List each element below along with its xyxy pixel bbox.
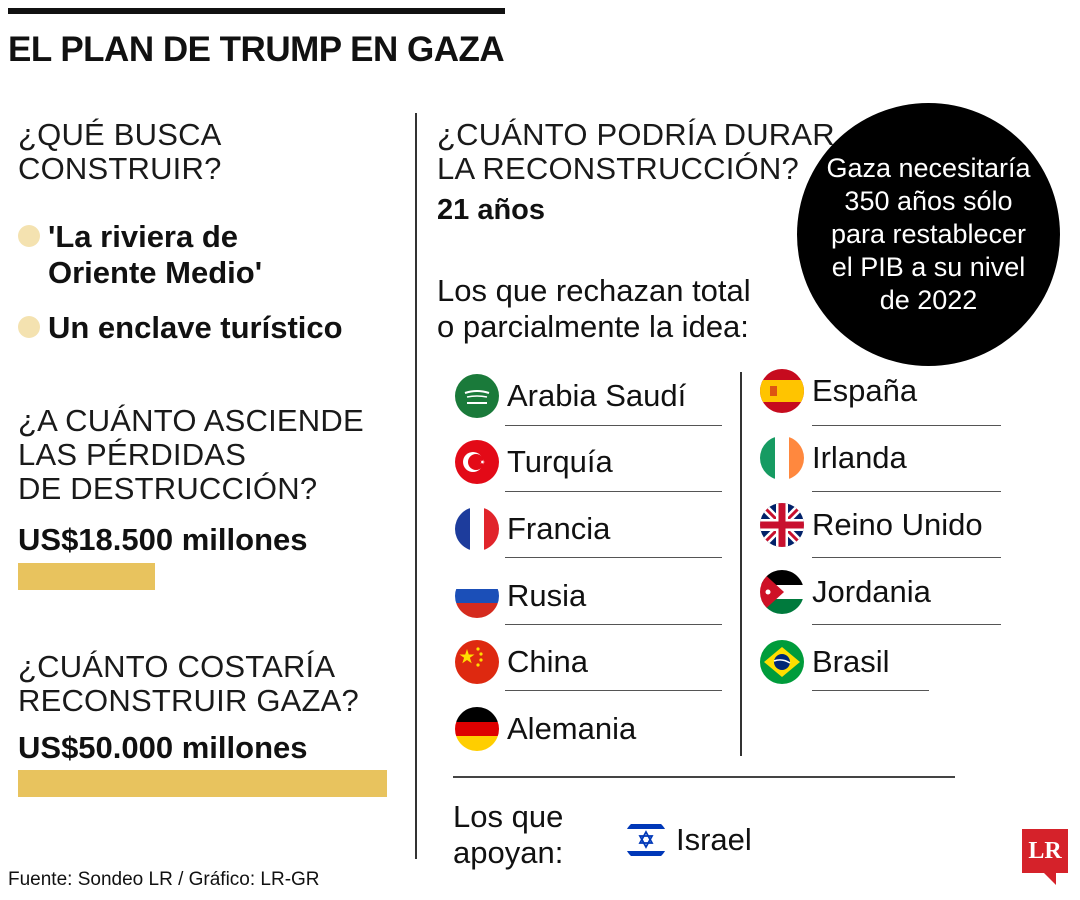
country-name: Israel: [676, 822, 752, 857]
reject-label: Los que rechazan total o parcialmente la…: [437, 273, 751, 344]
country-turkey: Turquía: [455, 440, 613, 484]
answer-cost: US$50.000 millones: [18, 730, 308, 765]
country-russia: Rusia: [455, 574, 586, 618]
flag-ireland-icon: [760, 436, 804, 480]
country-united-kingdom: Reino Unido: [760, 503, 983, 547]
page-title: EL PLAN DE TRUMP EN GAZA: [8, 30, 505, 69]
gdp-callout: Gaza necesitaría 350 años sólo para rest…: [797, 103, 1060, 366]
country-name: Irlanda: [812, 440, 907, 475]
country-name: Brasil: [812, 644, 890, 679]
country-name: España: [812, 373, 918, 408]
support-divider: [453, 776, 955, 778]
lr-logo-text: LR: [1028, 837, 1062, 864]
row-divider: [505, 690, 722, 691]
cost-bar: [18, 770, 387, 797]
flag-saudi-arabia-icon: [455, 374, 499, 418]
country-name: Rusia: [507, 578, 587, 613]
row-divider: [812, 557, 1001, 558]
row-divider: [812, 624, 1001, 625]
flag-germany-icon: [455, 707, 499, 751]
country-france: Francia: [455, 507, 610, 551]
row-divider: [812, 491, 1001, 492]
row-divider: [505, 491, 722, 492]
country-germany: Alemania: [455, 707, 636, 751]
top-rule: [8, 8, 505, 14]
flag-brazil-icon: [760, 640, 804, 684]
bullet-dot: [18, 316, 40, 338]
bullet-riviera-text: 'La riviera de Oriente Medio': [48, 219, 263, 290]
lr-logo: LR: [1022, 829, 1068, 873]
country-name: Turquía: [507, 444, 613, 479]
gdp-callout-text: Gaza necesitaría 350 años sólo para rest…: [826, 153, 1031, 315]
bullet-enclave: Un enclave turístico: [18, 310, 343, 346]
country-spain: España: [760, 369, 917, 413]
country-china: China: [455, 640, 588, 684]
row-divider: [812, 690, 929, 691]
flag-israel-icon: [624, 818, 668, 862]
row-divider: [505, 624, 722, 625]
question-build: ¿QUÉ BUSCA CONSTRUIR?: [18, 117, 222, 186]
answer-losses: US$18.500 millones: [18, 522, 308, 557]
column-divider: [415, 113, 417, 859]
country-jordan: Jordania: [760, 570, 931, 614]
row-divider: [812, 425, 1001, 426]
flag-france-icon: [455, 507, 499, 551]
country-israel: Israel: [624, 818, 752, 862]
losses-bar: [18, 563, 155, 590]
flag-china-icon: [455, 640, 499, 684]
country-name: Reino Unido: [812, 507, 983, 542]
country-name: Alemania: [507, 711, 637, 746]
country-ireland: Irlanda: [760, 436, 907, 480]
bullet-riviera: 'La riviera de Oriente Medio': [18, 219, 262, 291]
flag-jordan-icon: [760, 570, 804, 614]
bullet-enclave-text: Un enclave turístico: [48, 310, 343, 345]
country-name: Francia: [507, 511, 611, 546]
source-footer: Fuente: Sondeo LR / Gráfico: LR-GR: [8, 869, 320, 890]
flag-turkey-icon: [455, 440, 499, 484]
flag-united-kingdom-icon: [760, 503, 804, 547]
country-name: Jordania: [812, 574, 931, 609]
support-label: Los que apoyan:: [453, 799, 564, 870]
country-name: Arabia Saudí: [507, 378, 687, 413]
row-divider: [505, 557, 722, 558]
question-cost: ¿CUÁNTO COSTARÍA RECONSTRUIR GAZA?: [18, 649, 359, 718]
flag-russia-icon: [455, 574, 499, 618]
row-divider: [505, 425, 722, 426]
countries-divider: [740, 372, 742, 756]
country-saudi-arabia: Arabia Saudí: [455, 374, 686, 418]
answer-duration: 21 años: [437, 194, 545, 226]
flag-spain-icon: [760, 369, 804, 413]
question-losses: ¿A CUÁNTO ASCIENDE LAS PÉRDIDAS DE DESTR…: [18, 403, 364, 506]
country-brazil: Brasil: [760, 640, 890, 684]
bullet-dot: [18, 225, 40, 247]
question-duration: ¿CUÁNTO PODRÍA DURAR LA RECONSTRUCCIÓN?: [437, 117, 835, 186]
country-name: China: [507, 644, 588, 679]
lr-logo-tail: [1044, 873, 1056, 885]
